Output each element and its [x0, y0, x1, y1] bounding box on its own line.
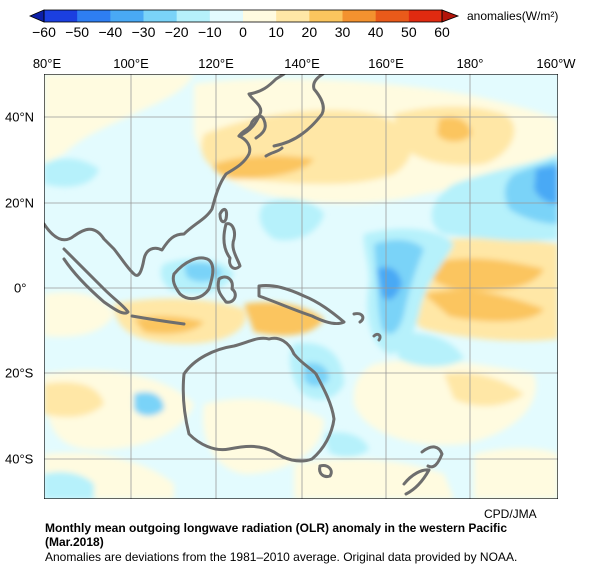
caption-period: (Mar.2018)	[45, 535, 104, 549]
lon-label-80e: 80°E	[32, 56, 62, 71]
caption-note: Anomalies are deviations from the 1981–2…	[45, 550, 518, 564]
olr-anomaly-map	[44, 74, 558, 499]
colorbar-tick-label: −60	[32, 24, 56, 40]
colorbar-cell	[276, 10, 310, 22]
lon-label-100e: 100°E	[113, 56, 149, 71]
colorbar-tick-label: 40	[367, 24, 384, 40]
lon-label-140e: 140°E	[284, 56, 320, 71]
caption-title: Monthly mean outgoing longwave radiation…	[45, 521, 508, 535]
lat-label-20s: 20°S	[5, 365, 34, 381]
lat-label-20n: 20°N	[5, 195, 35, 211]
colorbar	[28, 9, 460, 23]
colorbar-cell	[342, 10, 377, 22]
colorbar-high-arrow	[441, 9, 460, 23]
colorbar-tick-label: 0	[239, 24, 247, 40]
colorbar-tick-label: −50	[65, 24, 90, 40]
lon-label-180: 180°	[456, 56, 484, 71]
colorbar-cell	[44, 10, 78, 22]
lon-label-160w: 160°W	[536, 56, 576, 71]
colorbar-tick-label: −10	[197, 24, 222, 40]
lat-label-0: 0°	[14, 280, 27, 296]
colorbar-tick-label: 60	[434, 24, 450, 40]
colorbar-cell	[375, 10, 410, 22]
colorbar-cell	[77, 10, 111, 22]
colorbar-cell	[309, 10, 343, 22]
colorbar-cell	[408, 10, 443, 22]
colorbar-tick-label: 50	[401, 24, 417, 40]
lon-label-160e: 160°E	[368, 56, 404, 71]
colorbar-cell	[110, 10, 144, 22]
lon-label-120e: 120°E	[198, 56, 234, 71]
colorbar-tick-label: 30	[334, 24, 351, 40]
lat-label-40s: 40°S	[5, 451, 34, 467]
colorbar-tick-label: −40	[98, 24, 123, 40]
colorbar-tick-label: 10	[268, 24, 284, 40]
colorbar-tick-label: −30	[131, 24, 156, 40]
colorbar-cell	[243, 10, 277, 22]
colorbar-tick-label: 20	[301, 24, 318, 40]
lat-label-40n: 40°N	[5, 109, 35, 125]
graticule	[44, 74, 558, 499]
colorbar-low-arrow	[28, 9, 45, 23]
colorbar-cell	[143, 10, 178, 22]
colorbar-tick-label: −20	[164, 24, 189, 40]
credit: CPD/JMA	[484, 507, 537, 521]
colorbar-cell	[176, 10, 211, 22]
colorbar-cell	[209, 10, 244, 22]
colorbar-title: anomalies(W/m²)	[467, 9, 559, 23]
coastlines	[44, 74, 444, 496]
